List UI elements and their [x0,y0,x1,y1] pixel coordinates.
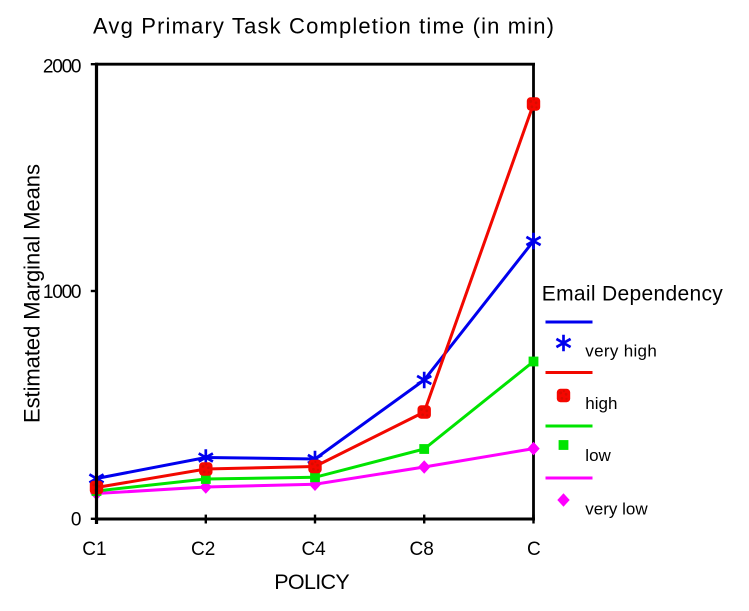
svg-text:Email Dependency: Email Dependency [542,283,724,306]
svg-text:1000: 1000 [43,282,82,303]
svg-text:Avg Primary Task Completion ti: Avg Primary Task Completion time (in min… [93,14,554,39]
svg-text:very low: very low [585,500,648,519]
svg-text:0: 0 [71,509,82,530]
svg-text:low: low [585,446,611,465]
svg-text:C2: C2 [191,539,215,560]
svg-text:Estimated Marginal Means: Estimated Marginal Means [20,164,45,423]
svg-text:C: C [527,539,541,560]
svg-text:2000: 2000 [43,56,82,77]
svg-text:C1: C1 [82,539,106,560]
svg-text:C4: C4 [301,539,326,560]
svg-text:high: high [585,394,617,413]
svg-text:very high: very high [585,342,657,361]
svg-text:POLICY: POLICY [274,570,350,594]
svg-text:C8: C8 [410,539,434,560]
